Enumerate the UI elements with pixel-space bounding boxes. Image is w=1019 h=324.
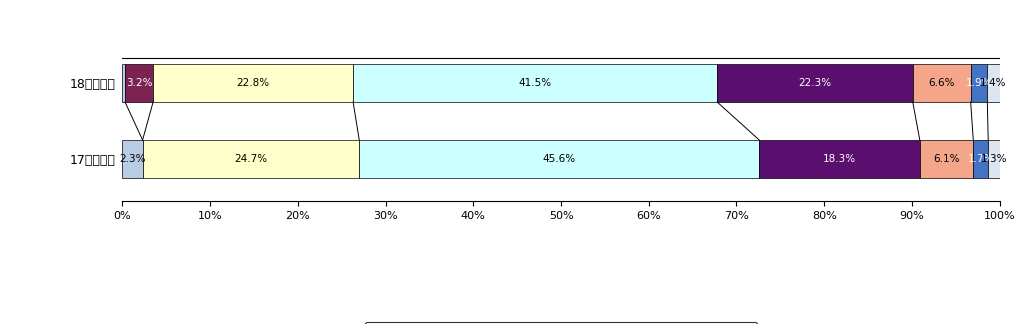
Bar <box>987 140 999 178</box>
Bar <box>143 140 359 178</box>
Text: 22.3%: 22.3% <box>798 78 830 88</box>
Text: 2.3%: 2.3% <box>119 154 146 164</box>
Text: 3.2%: 3.2% <box>125 78 152 88</box>
Bar <box>919 140 972 178</box>
Text: 6.6%: 6.6% <box>927 78 954 88</box>
Bar <box>153 64 353 102</box>
Text: 41.5%: 41.5% <box>518 78 551 88</box>
Text: 6.1%: 6.1% <box>932 154 959 164</box>
Text: 1.3%: 1.3% <box>979 154 1006 164</box>
Bar <box>125 64 153 102</box>
Text: 1.9%: 1.9% <box>965 78 991 88</box>
Bar <box>122 140 143 178</box>
Bar <box>986 64 999 102</box>
Bar <box>758 140 919 178</box>
Bar <box>716 64 912 102</box>
Bar <box>353 64 716 102</box>
Bar <box>359 140 758 178</box>
Text: 45.6%: 45.6% <box>542 154 576 164</box>
Text: 18.3%: 18.3% <box>822 154 855 164</box>
Text: 1.7%: 1.7% <box>967 154 994 164</box>
Bar <box>122 64 125 102</box>
Text: 1.4%: 1.4% <box>979 78 1006 88</box>
Text: 22.8%: 22.8% <box>236 78 269 88</box>
Text: 24.7%: 24.7% <box>234 154 267 164</box>
Bar <box>970 64 986 102</box>
Bar <box>972 140 987 178</box>
Bar <box>912 64 970 102</box>
Legend: 200円未満, 200円以上250円未満, 250円以上300円未満, 300円以上350円未満, 350円以上400円未満, 400円以上450円未満, 45: 200円未満, 200円以上250円未満, 250円以上300円未満, 300円… <box>365 322 756 324</box>
